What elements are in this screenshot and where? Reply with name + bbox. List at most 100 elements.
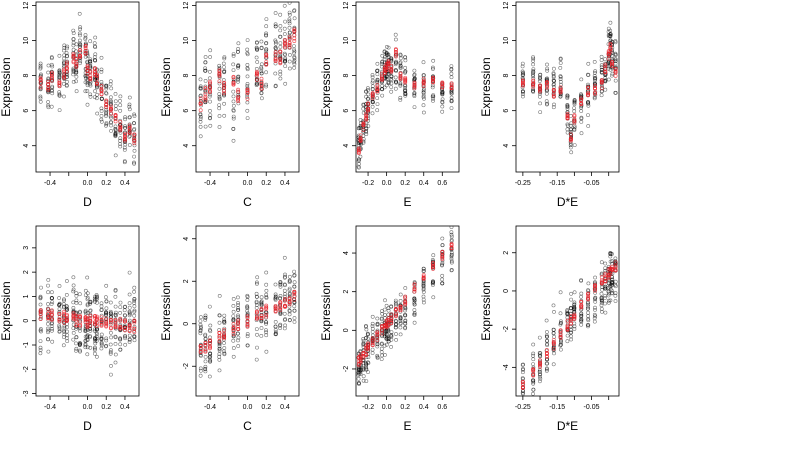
observed-point <box>356 373 361 377</box>
fitted-point <box>208 81 212 86</box>
fitted-point <box>283 41 287 46</box>
fitted-point <box>259 81 264 86</box>
observed-point <box>255 60 260 64</box>
fitted-point <box>558 335 563 340</box>
observed-point <box>231 317 236 322</box>
observed-point <box>278 12 283 17</box>
observed-point <box>83 74 88 78</box>
observed-point <box>379 342 384 347</box>
fitted-point <box>389 64 394 68</box>
fitted-point <box>88 69 93 74</box>
observed-point <box>71 283 76 288</box>
fitted-point <box>572 317 577 322</box>
fitted-point <box>565 325 570 329</box>
y-tick-label: 8 <box>23 74 30 78</box>
observed-point <box>113 294 118 299</box>
observed-point <box>608 251 613 256</box>
observed-point <box>99 109 104 113</box>
fitted-point <box>99 318 104 322</box>
observed-point <box>127 301 132 306</box>
observed-point <box>545 62 549 67</box>
observed-point <box>559 319 563 324</box>
fitted-point <box>127 125 132 130</box>
observed-point <box>118 136 123 141</box>
x-axis-label: D*E <box>557 195 578 209</box>
observed-point <box>127 311 132 316</box>
observed-point <box>85 302 90 307</box>
observed-point <box>545 102 549 107</box>
observed-point <box>245 116 250 121</box>
observed-point <box>363 324 368 329</box>
points-layer <box>356 226 454 386</box>
fitted-point <box>99 320 104 325</box>
observed-point <box>384 336 389 341</box>
observed-point <box>389 330 394 335</box>
observed-point <box>365 336 370 341</box>
y-tick-label: 6 <box>183 109 190 113</box>
observed-point <box>603 310 608 315</box>
observed-point <box>132 308 137 313</box>
observed-point <box>198 366 203 371</box>
y-tick-label: 0 <box>503 289 510 293</box>
observed-point <box>537 335 542 340</box>
y-tick-label: -2 <box>503 326 510 332</box>
observed-point <box>77 343 82 348</box>
fitted-point <box>403 76 408 81</box>
fitted-point <box>236 99 241 104</box>
x-tick-label: -0.15 <box>549 404 565 411</box>
observed-point <box>255 332 259 337</box>
fitted-point <box>558 331 563 336</box>
fitted-point <box>49 308 54 313</box>
observed-point <box>93 346 97 351</box>
observed-point <box>287 25 292 30</box>
observed-point <box>38 61 43 66</box>
observed-point <box>273 22 278 27</box>
x-tick-label: -0.05 <box>584 404 600 411</box>
observed-point <box>259 62 264 67</box>
fitted-point <box>579 101 584 106</box>
fitted-point <box>440 81 445 86</box>
observed-point <box>78 61 82 66</box>
fitted-point <box>83 48 88 53</box>
observed-point <box>50 91 55 96</box>
observed-point <box>99 346 104 351</box>
y-axis-label: Expression <box>479 281 493 340</box>
y-tick-label: -2 <box>23 366 30 372</box>
observed-point <box>74 291 79 296</box>
observed-point <box>46 321 50 326</box>
observed-point <box>222 321 227 325</box>
observed-point <box>104 310 108 315</box>
fitted-point <box>361 128 366 133</box>
observed-point <box>394 302 399 307</box>
observed-point <box>613 57 618 62</box>
fitted-point <box>606 56 611 61</box>
observed-point <box>545 361 550 366</box>
y-tick-label: 10 <box>183 37 190 45</box>
observed-point <box>255 275 260 280</box>
observed-point <box>92 95 97 100</box>
fitted-point <box>551 88 556 93</box>
observed-point <box>552 102 556 107</box>
y-axis-label: Expression <box>159 57 173 116</box>
observed-point <box>398 64 403 68</box>
fitted-point <box>287 34 292 39</box>
fitted-point <box>412 282 417 287</box>
fitted-point <box>113 318 118 323</box>
fitted-point <box>245 96 250 101</box>
observed-point <box>208 116 212 121</box>
observed-point <box>403 90 408 95</box>
observed-point <box>46 326 50 331</box>
fitted-point <box>127 324 132 328</box>
fitted-point <box>440 257 445 261</box>
points-layer <box>198 2 297 143</box>
observed-point <box>245 334 250 339</box>
fitted-point <box>440 85 445 90</box>
observed-point <box>606 298 611 303</box>
observed-point <box>132 298 137 303</box>
observed-point <box>375 355 380 360</box>
observed-point <box>382 352 387 357</box>
observed-point <box>264 41 269 45</box>
observed-point <box>379 350 384 354</box>
observed-point <box>94 293 99 297</box>
